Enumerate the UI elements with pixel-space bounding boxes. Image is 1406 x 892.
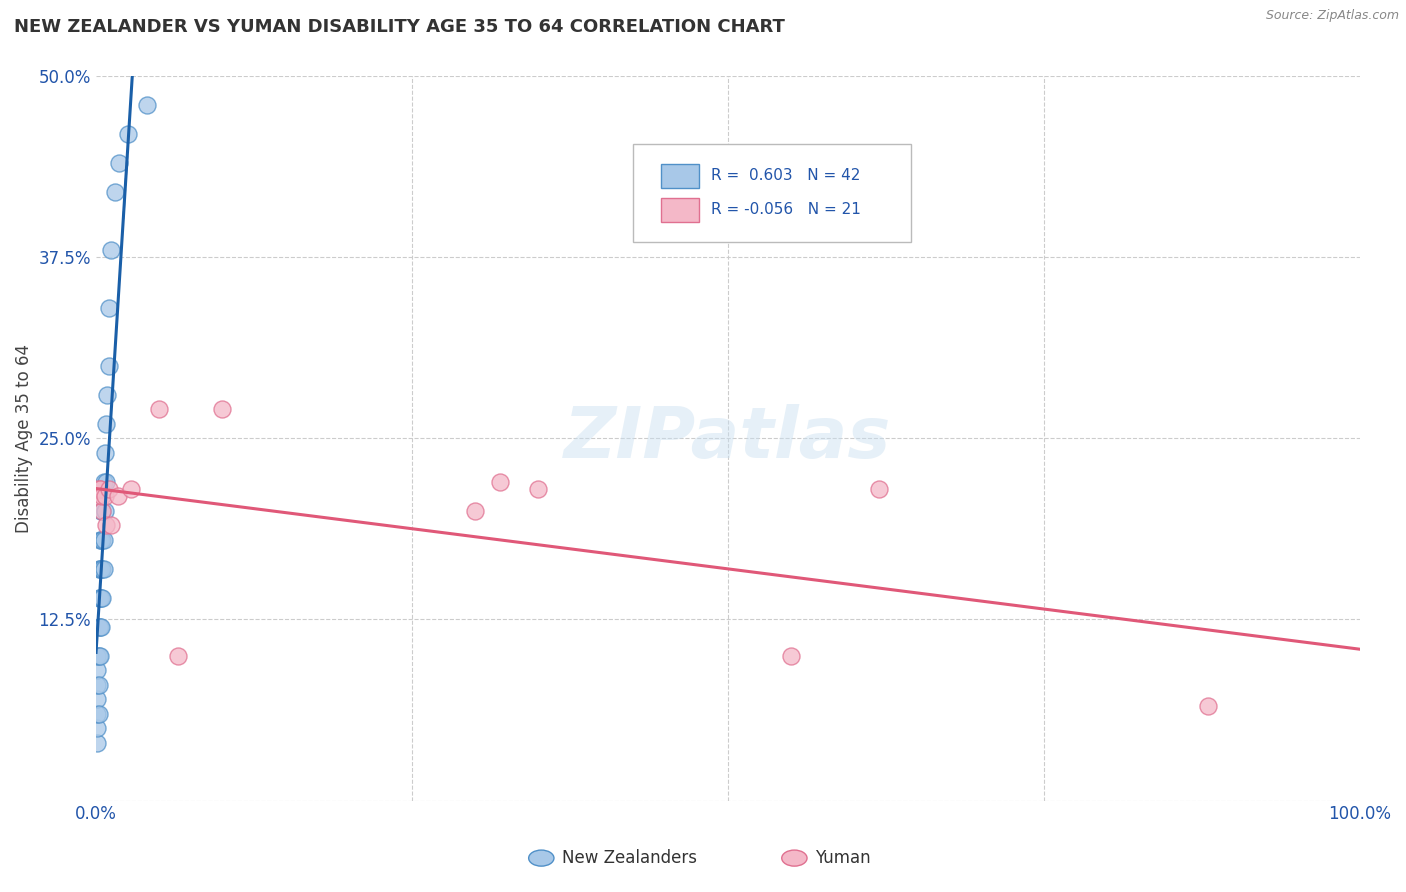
Point	[89, 648, 111, 663]
Point	[86, 736, 108, 750]
Point	[104, 185, 127, 199]
Point	[100, 518, 122, 533]
Point	[90, 561, 112, 575]
Point	[91, 503, 114, 517]
Point	[93, 475, 115, 489]
Point	[96, 387, 118, 401]
Point	[87, 619, 110, 633]
Point	[90, 503, 112, 517]
Point	[86, 648, 108, 663]
Point	[167, 648, 190, 663]
Point	[464, 503, 486, 517]
Point	[94, 503, 117, 517]
Point	[117, 127, 139, 141]
Point	[89, 533, 111, 547]
Point	[135, 97, 157, 112]
Text: R = -0.056   N = 21: R = -0.056 N = 21	[711, 202, 862, 217]
Point	[868, 482, 890, 496]
Point	[90, 591, 112, 605]
Point	[86, 706, 108, 721]
Point	[94, 518, 117, 533]
Text: R =  0.603   N = 42: R = 0.603 N = 42	[711, 168, 860, 183]
Point	[100, 243, 122, 257]
Text: Source: ZipAtlas.com: Source: ZipAtlas.com	[1265, 9, 1399, 22]
Point	[94, 417, 117, 431]
Point	[90, 533, 112, 547]
Point	[94, 489, 117, 503]
Point	[1197, 699, 1219, 714]
FancyBboxPatch shape	[661, 198, 699, 222]
Point	[91, 561, 114, 575]
Point	[97, 301, 120, 315]
Point	[94, 475, 117, 489]
Point	[91, 533, 114, 547]
Point	[489, 475, 512, 489]
Point	[89, 619, 111, 633]
Point	[107, 489, 129, 503]
Text: NEW ZEALANDER VS YUMAN DISABILITY AGE 35 TO 64 CORRELATION CHART: NEW ZEALANDER VS YUMAN DISABILITY AGE 35…	[14, 18, 785, 36]
Point	[89, 591, 111, 605]
Point	[91, 503, 114, 517]
Point	[527, 482, 550, 496]
Point	[120, 482, 142, 496]
Point	[86, 692, 108, 706]
Point	[93, 533, 115, 547]
Point	[89, 482, 111, 496]
Point	[86, 663, 108, 677]
Point	[91, 591, 114, 605]
Point	[87, 561, 110, 575]
Point	[84, 482, 107, 496]
Point	[107, 155, 129, 169]
Y-axis label: Disability Age 35 to 64: Disability Age 35 to 64	[15, 343, 32, 533]
FancyBboxPatch shape	[661, 164, 699, 188]
Point	[148, 402, 170, 417]
Point	[86, 721, 108, 735]
Point	[87, 648, 110, 663]
Point	[87, 677, 110, 691]
Point	[94, 445, 117, 459]
Point	[211, 402, 233, 417]
FancyBboxPatch shape	[633, 145, 911, 243]
Point	[91, 489, 114, 503]
Point	[780, 648, 803, 663]
Point	[84, 489, 107, 503]
Point	[93, 561, 115, 575]
Point	[87, 706, 110, 721]
Text: New Zealanders: New Zealanders	[562, 849, 697, 867]
Point	[89, 561, 111, 575]
Point	[89, 482, 111, 496]
Point	[86, 677, 108, 691]
Point	[87, 591, 110, 605]
Text: Yuman: Yuman	[815, 849, 872, 867]
Point	[90, 619, 112, 633]
Point	[97, 482, 120, 496]
Point	[97, 359, 120, 373]
Text: ZIPatlas: ZIPatlas	[564, 403, 891, 473]
